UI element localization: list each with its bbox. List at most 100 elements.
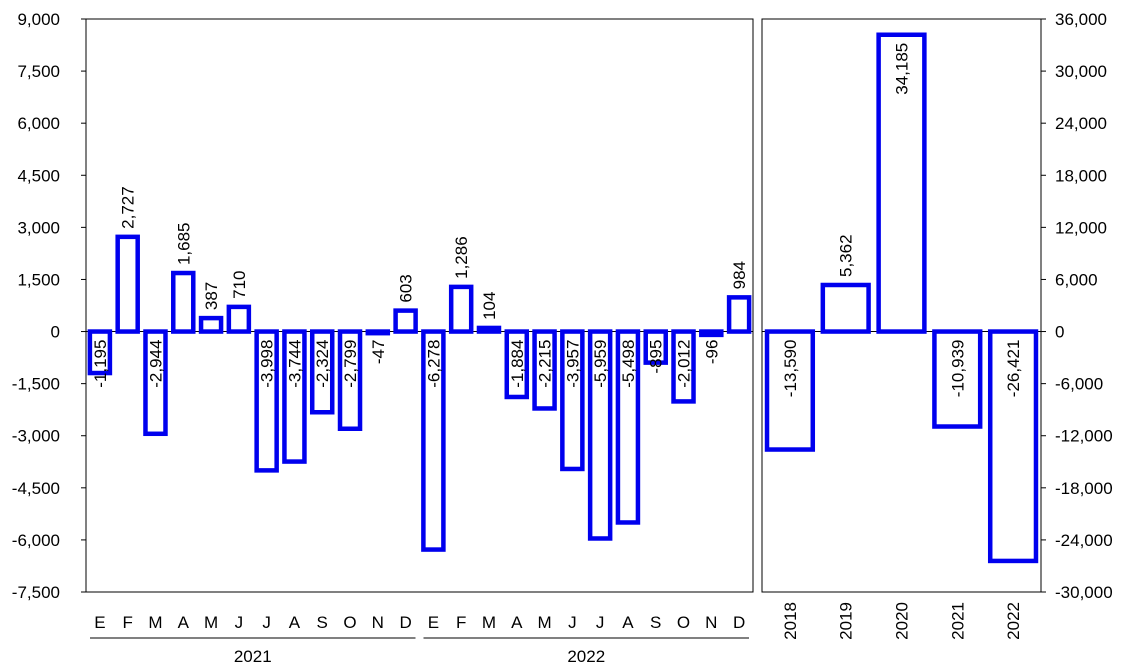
month-tick-label: D (733, 613, 745, 632)
bar-2022-1 (421, 329, 446, 552)
left-axis-tick-label: -4,500 (12, 479, 60, 498)
month-tick-label: N (705, 613, 717, 632)
right-axis-tick-label: 30,000 (1055, 62, 1107, 81)
data-label: 984 (730, 261, 749, 289)
left-axis-tick-label: 3,000 (17, 218, 60, 237)
bar-2021-4 (171, 270, 196, 334)
month-tick-label: F (122, 613, 132, 632)
month-tick-label: A (622, 613, 634, 632)
data-label: -3,998 (258, 340, 277, 388)
bar-2022-10 (671, 329, 696, 404)
year-tick-label: 2018 (781, 602, 800, 640)
month-tick-label: N (372, 613, 384, 632)
month-tick-label: J (235, 613, 244, 632)
month-tick-label: O (343, 613, 356, 632)
data-label: 1,286 (452, 236, 471, 279)
right-axis-tick-label: -12,000 (1055, 427, 1113, 446)
bar-annual-2019 (820, 282, 871, 334)
month-tick-label: A (511, 613, 523, 632)
bar-2022-4 (504, 329, 530, 400)
month-tick-label: E (94, 613, 105, 632)
data-label: 710 (230, 271, 249, 299)
month-tick-label: S (317, 613, 328, 632)
month-tick-label: M (204, 613, 218, 632)
data-label: -1,884 (508, 340, 527, 388)
annual-plot-frame (761, 18, 1042, 593)
bar-2021-5 (198, 315, 224, 334)
bar-2021-10 (337, 329, 363, 431)
right-axis-tick-label: 36,000 (1055, 10, 1107, 29)
bar-2021-3 (143, 329, 168, 437)
left-axis-tick-label: 4,500 (17, 166, 60, 185)
monthly-plot-frame (85, 18, 754, 593)
data-label: -13,590 (781, 340, 800, 398)
data-label: -47 (369, 340, 388, 365)
data-label: -3,744 (285, 340, 304, 388)
left-axis-tick-label: 7,500 (17, 62, 60, 81)
bar-annual-2018 (764, 329, 816, 452)
left-axis-tick-label: 0 (51, 323, 60, 342)
data-label: -2,799 (341, 340, 360, 388)
bar-2022-8 (615, 329, 641, 525)
bar-2021-7 (254, 329, 279, 473)
left-axis-tick-label: -6,000 (12, 531, 60, 550)
year-tick-label: 2019 (837, 602, 856, 640)
data-label: 2,727 (119, 186, 138, 229)
year-tick-label: 2020 (893, 602, 912, 640)
data-label: -6,278 (424, 340, 443, 388)
bar-2021-2 (115, 234, 140, 334)
bar-2021-12 (393, 308, 418, 334)
data-label: 1,685 (174, 222, 193, 265)
right-axis-tick-label: 12,000 (1055, 218, 1107, 237)
month-tick-label: M (148, 613, 162, 632)
left-axis-tick-label: 9,000 (17, 10, 60, 29)
month-tick-label: O (677, 613, 690, 632)
bar-2021-8 (282, 329, 307, 464)
bar-annual-2022 (987, 329, 1039, 564)
data-label: -1,195 (91, 340, 110, 388)
month-tick-label: S (650, 613, 661, 632)
data-label: -2,012 (675, 340, 694, 388)
data-label: -2,215 (536, 340, 555, 388)
data-label: 5,362 (837, 234, 856, 277)
month-tick-label: A (178, 613, 190, 632)
data-label: -895 (647, 340, 666, 374)
data-label: -5,959 (591, 340, 610, 388)
left-axis-tick-label: -7,500 (12, 583, 60, 602)
data-label: -26,421 (1004, 340, 1023, 398)
right-axis-tick-label: -6,000 (1055, 375, 1103, 394)
right-axis-tick-label: -18,000 (1055, 479, 1113, 498)
right-axis-tick-label: 18,000 (1055, 166, 1107, 185)
monthly-panel: 9,000 7,500 6,000 4,500 3,000 1,500 0 -1,500 -3,… (12, 10, 754, 666)
left-axis-tick-label: 1,500 (17, 270, 60, 289)
bar-2022-7 (587, 329, 613, 541)
bar-2022-12 (726, 295, 752, 334)
left-axis-tick-label: 6,000 (17, 114, 60, 133)
bar-2022-6 (560, 329, 585, 472)
data-label: 603 (397, 274, 416, 302)
bar-2022-11 (699, 329, 724, 338)
year-tick-label: 2022 (1004, 602, 1023, 640)
data-label: 387 (202, 282, 221, 310)
left-axis-tick-label: -1,500 (12, 375, 60, 394)
month-tick-label: M (537, 613, 551, 632)
right-axis-tick-label: 0 (1055, 323, 1064, 342)
month-tick-label: A (289, 613, 301, 632)
bar-2021-1 (87, 329, 113, 376)
data-label: -2,944 (146, 340, 165, 388)
year-group-label: 2021 (234, 647, 272, 666)
year-group-label: 2022 (567, 647, 605, 666)
month-tick-label: D (399, 613, 411, 632)
annual-panel: 36,000 30,000 24,000 18,000 12,000 6,000 0 -6,0… (761, 10, 1113, 640)
month-tick-label: F (456, 613, 466, 632)
bar-2021-6 (226, 304, 252, 334)
month-tick-label: M (482, 613, 496, 632)
bar-annual-2021 (932, 329, 983, 429)
bar-2022-5 (532, 329, 557, 411)
data-label: -3,957 (563, 340, 582, 388)
data-label: -5,498 (619, 340, 638, 388)
right-axis-tick-label: 24,000 (1055, 114, 1107, 133)
bar-2022-3 (476, 325, 502, 334)
bar-2021-11 (365, 329, 391, 336)
